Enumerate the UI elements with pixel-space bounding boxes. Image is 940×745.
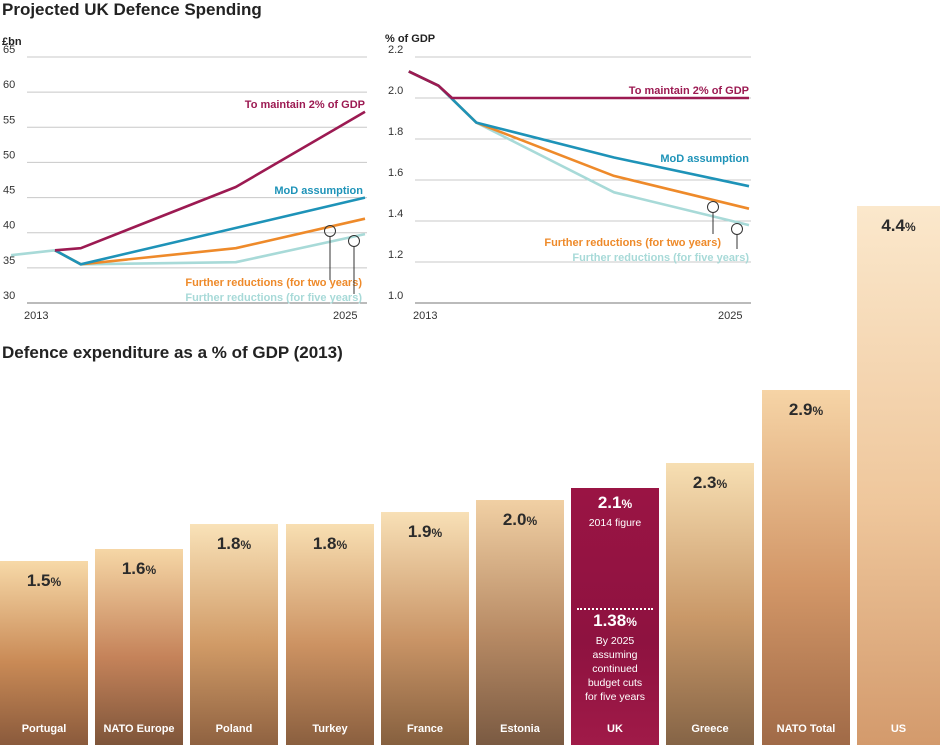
bar-poland: 1.8% Poland	[190, 524, 278, 745]
series-annotation: MoD assumption	[274, 185, 363, 197]
bar-value-label: 2.9%	[788, 400, 824, 419]
series-annotation: Further reductions (for two years)	[185, 277, 362, 289]
bar-estonia: 2.0% Estonia	[476, 500, 564, 745]
bar-value-label: 1.8%	[312, 534, 348, 553]
bar-value-label: 4.4%	[881, 216, 916, 235]
bar-uk: 2.1% 2014 figure 1.38% By 2025 assuming conti…	[571, 488, 659, 745]
uk-caption-2025: By 2025 assuming continued budget cuts for f…	[584, 635, 646, 703]
y-axis-label: % of GDP	[385, 33, 435, 45]
bar-portugal: 1.5% Portugal	[0, 561, 88, 745]
bar-us: 4.4% US	[857, 206, 940, 745]
y-tick-label: 2.0	[388, 85, 403, 97]
bar-nato-europe: 1.6% NATO Europe	[95, 549, 183, 745]
bar-category-label: Turkey	[312, 723, 348, 735]
bar-chart-title: Defence expenditure as a % of GDP (2013)	[2, 343, 343, 362]
uk-divider	[577, 608, 653, 610]
bar-category-label: Estonia	[500, 723, 540, 735]
series-annotation: Further reductions (for five years)	[572, 252, 749, 264]
bar-category-label: Portugal	[21, 723, 67, 735]
series-line	[54, 217, 366, 266]
uk-caption-2014: 2014 figure	[588, 517, 642, 529]
bar-category-label: France	[406, 723, 444, 735]
y-tick-label: 60	[3, 79, 15, 91]
bar-category-label: Greece	[691, 723, 729, 735]
y-tick-label: 30	[3, 290, 15, 302]
y-tick-label: 45	[3, 185, 15, 197]
y-tick-label: 50	[3, 149, 15, 161]
bar-nato-total: 2.9% NATO Total	[762, 390, 850, 745]
series-annotation: To maintain 2% of GDP	[245, 99, 365, 111]
y-tick-label: 2.2	[388, 44, 403, 56]
y-tick-label: 1.6	[388, 167, 403, 179]
bar-value-label: 1.6%	[121, 559, 157, 578]
series-line	[408, 70, 749, 100]
series-annotation: Further reductions (for two years)	[544, 237, 721, 249]
bar-category-label: Poland	[215, 723, 253, 735]
page-title: Projected UK Defence Spending	[2, 0, 262, 19]
y-tick-label: 40	[3, 220, 15, 232]
y-axis-label: £bn	[2, 36, 22, 48]
series-annotation: To maintain 2% of GDP	[629, 85, 749, 97]
series-annotation: Further reductions (for five years)	[185, 292, 362, 304]
uk-value-2014: 2.1%	[597, 493, 633, 512]
uk-value-2025: 1.38%	[593, 611, 637, 630]
y-tick-label: 1.0	[388, 290, 403, 302]
x-tick-label: 2025	[333, 310, 357, 322]
bar-france: 1.9% France	[381, 512, 469, 745]
y-tick-label: 55	[3, 114, 15, 126]
x-tick-label: 2025	[718, 310, 742, 322]
series-line	[54, 110, 366, 252]
bar-turkey: 1.8% Turkey	[286, 524, 374, 745]
marker-circle	[707, 201, 719, 213]
y-tick-label: 35	[3, 255, 15, 267]
bar-value-label: 1.8%	[216, 534, 252, 553]
marker-circle	[731, 223, 743, 235]
y-tick-label: 1.8	[388, 126, 403, 138]
x-tick-label: 2013	[24, 310, 48, 322]
bar-category-label: NATO Total	[776, 723, 836, 735]
bar-category-label: UK	[607, 723, 623, 735]
bar-value-label: 1.5%	[26, 571, 62, 590]
y-tick-label: 65	[3, 44, 15, 56]
bar-value-label: 2.0%	[502, 510, 538, 529]
series-line	[54, 196, 366, 266]
bar-category-label: US	[890, 723, 907, 735]
bar-greece: 2.3% Greece	[666, 463, 754, 745]
bar-category-label: NATO Europe	[103, 723, 175, 735]
bar-value-label: 1.9%	[407, 522, 443, 541]
chart-spending-bn: £bn 30 35 40 45 50 55 60 65 2013 2025 To maintain 2…	[2, 36, 367, 322]
y-tick-label: 1.4	[388, 208, 403, 220]
x-tick-label: 2013	[413, 310, 437, 322]
y-tick-label: 1.2	[388, 249, 403, 261]
chart-spending-gdp: % of GDP 1.0 1.2 1.4 1.6 1.8 2.0 2.2 2013 2025 To …	[385, 33, 751, 322]
series-annotation: MoD assumption	[660, 153, 749, 165]
bar-value-label: 2.3%	[692, 473, 728, 492]
